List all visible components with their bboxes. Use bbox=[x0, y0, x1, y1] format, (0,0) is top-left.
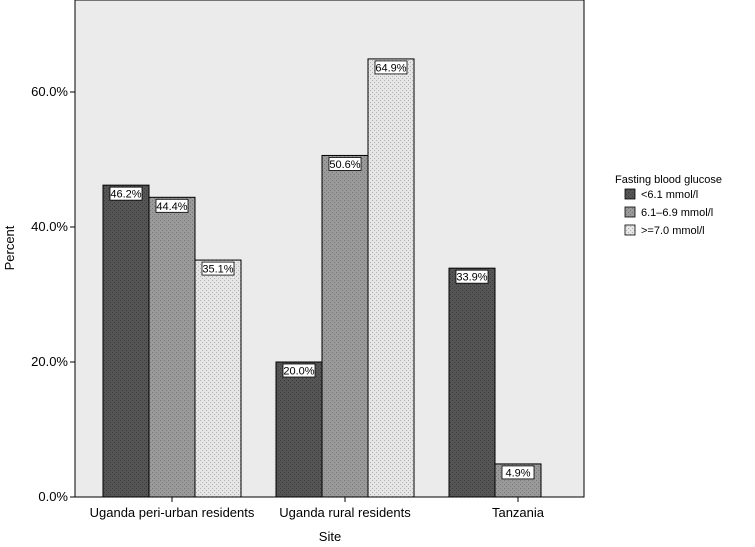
legend: Fasting blood glucose <6.1 mmol/l 6.1–6.9… bbox=[615, 174, 722, 237]
x-tick-label: Uganda peri-urban residents bbox=[90, 505, 255, 520]
x-axis-title: Site bbox=[319, 529, 341, 544]
legend-item-label: 6.1–6.9 mmol/l bbox=[641, 207, 713, 219]
data-label: 20.0% bbox=[283, 366, 314, 378]
data-label-box bbox=[501, 465, 535, 480]
x-tick-label: Uganda rural residents bbox=[279, 505, 411, 520]
y-tick-label: 60.0% bbox=[31, 84, 68, 99]
legend-title: Fasting blood glucose bbox=[615, 174, 722, 186]
legend-swatch bbox=[624, 188, 636, 200]
x-tick-label: Tanzania bbox=[492, 505, 545, 520]
data-label: 35.1% bbox=[202, 264, 233, 276]
data-label: 64.9% bbox=[375, 62, 406, 74]
y-axis-title: Percent bbox=[2, 225, 17, 270]
legend-swatch bbox=[624, 224, 636, 236]
data-label-box bbox=[109, 186, 143, 201]
data-label-box bbox=[201, 261, 235, 276]
bar bbox=[275, 361, 323, 498]
bar bbox=[448, 267, 496, 498]
data-label-box bbox=[455, 269, 489, 284]
bar bbox=[367, 58, 415, 498]
bar bbox=[102, 184, 150, 498]
data-label: 33.9% bbox=[456, 272, 487, 284]
data-label-box bbox=[155, 198, 189, 213]
bar bbox=[194, 259, 242, 498]
x-axis: Uganda peri-urban residents Uganda rural … bbox=[90, 497, 545, 520]
y-tick-label: 40.0% bbox=[31, 219, 68, 234]
data-label: 44.4% bbox=[156, 201, 187, 213]
bars-group: 46.2% 44.4% 35.1% 20.0% 50.6% 64.9% 33.9% 4.9% bbox=[102, 58, 542, 498]
legend-item-label: <6.1 mmol/l bbox=[641, 189, 698, 201]
data-label-box bbox=[282, 363, 316, 378]
data-label: 46.2% bbox=[110, 189, 141, 201]
y-tick-label: 0.0% bbox=[38, 489, 68, 504]
legend-swatch bbox=[624, 206, 636, 218]
data-label: 4.9% bbox=[505, 467, 530, 479]
data-label-box bbox=[374, 60, 408, 75]
legend-item-label: >=7.0 mmol/l bbox=[641, 225, 705, 237]
y-axis: 0.0% 20.0% 40.0% 60.0% bbox=[31, 84, 75, 504]
y-tick-label: 20.0% bbox=[31, 354, 68, 369]
bar bbox=[148, 196, 196, 498]
data-label-box bbox=[328, 157, 362, 171]
data-label: 50.6% bbox=[329, 159, 360, 171]
bar bbox=[321, 154, 369, 498]
